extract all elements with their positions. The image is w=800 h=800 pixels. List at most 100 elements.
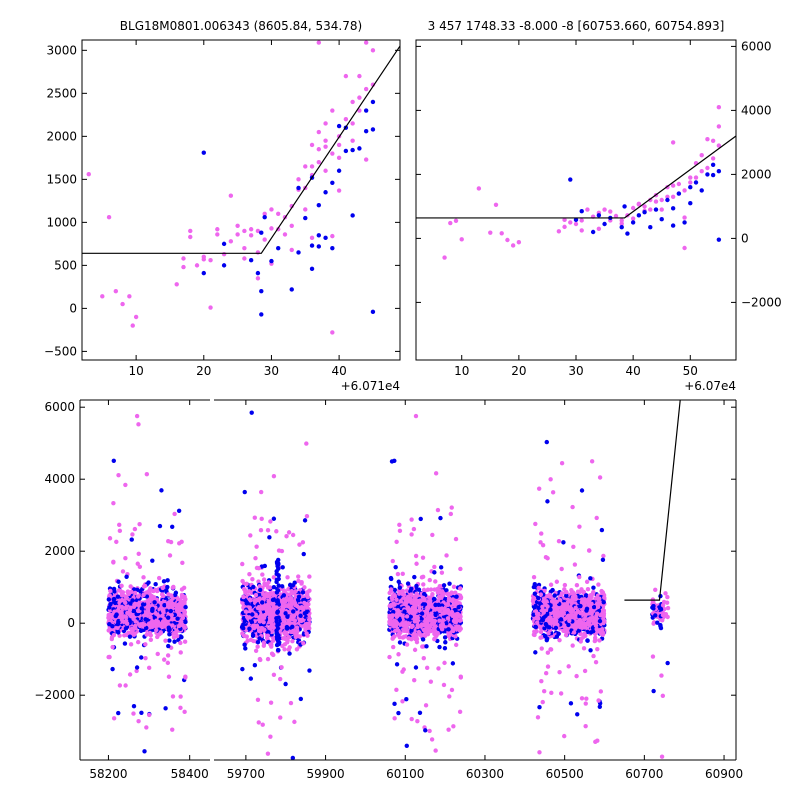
data-point	[260, 722, 265, 727]
data-point	[428, 598, 433, 603]
data-point	[150, 558, 155, 563]
data-point	[395, 571, 401, 577]
data-point	[162, 602, 167, 608]
data-point	[423, 728, 428, 733]
data-point	[174, 282, 179, 287]
data-point	[548, 477, 553, 482]
data-point	[642, 204, 647, 209]
data-point	[176, 623, 182, 629]
data-point	[307, 668, 312, 673]
data-point	[133, 314, 139, 320]
data-point	[290, 624, 295, 630]
data-point	[170, 694, 176, 699]
data-point	[261, 619, 266, 625]
data-point	[323, 121, 328, 126]
model-line	[82, 45, 401, 254]
data-point	[253, 592, 259, 598]
data-point	[240, 561, 245, 567]
data-point	[412, 574, 417, 580]
data-point	[110, 666, 115, 672]
data-point	[454, 594, 459, 599]
data-point	[559, 461, 565, 466]
data-point	[247, 605, 252, 610]
data-point	[636, 201, 642, 207]
data-point	[144, 625, 149, 631]
data-point	[116, 710, 121, 716]
data-point	[699, 188, 704, 193]
data-point	[111, 559, 116, 565]
data-point	[456, 613, 461, 618]
data-point	[446, 627, 451, 632]
data-point	[155, 634, 160, 640]
data-point	[301, 551, 306, 557]
data-point	[439, 595, 444, 600]
data-point	[281, 617, 286, 622]
data-point	[280, 643, 285, 649]
data-point	[117, 600, 122, 605]
data-point	[406, 608, 411, 613]
data-point	[123, 614, 129, 620]
data-point	[271, 652, 276, 658]
data-point	[410, 611, 415, 616]
data-point	[256, 628, 262, 634]
data-point	[182, 594, 187, 599]
data-point	[301, 605, 306, 610]
data-point	[451, 628, 456, 634]
data-point	[418, 516, 423, 522]
data-point	[262, 581, 267, 586]
data-point	[255, 697, 261, 702]
data-point	[370, 309, 376, 315]
data-point	[247, 615, 253, 620]
data-point	[570, 643, 575, 648]
data-point	[533, 650, 538, 655]
data-point	[268, 734, 273, 739]
data-point	[271, 575, 277, 580]
data-point	[453, 642, 459, 648]
data-point	[201, 257, 206, 262]
data-point	[127, 617, 133, 622]
data-point	[409, 517, 414, 522]
data-point	[370, 127, 376, 132]
data-point	[131, 632, 137, 637]
data-point	[585, 207, 590, 212]
data-point	[457, 618, 463, 623]
data-point	[370, 48, 376, 53]
data-point	[268, 519, 273, 524]
data-point	[544, 439, 549, 445]
data-point	[242, 489, 247, 495]
data-point	[670, 206, 676, 211]
data-point	[167, 627, 172, 632]
data-point	[579, 228, 584, 233]
data-point	[248, 227, 254, 232]
data-point	[428, 679, 434, 684]
data-point	[271, 473, 277, 479]
data-point	[281, 597, 287, 602]
data-point	[716, 124, 722, 129]
data-point	[143, 656, 148, 661]
data-point	[250, 633, 256, 638]
data-point	[304, 605, 310, 610]
data-point	[290, 629, 296, 635]
data-point	[242, 245, 247, 251]
y-tick-label: 1500	[46, 172, 77, 186]
data-point	[277, 676, 283, 682]
data-point	[716, 169, 722, 174]
data-point	[142, 622, 147, 627]
data-point	[670, 223, 676, 228]
data-point	[304, 609, 309, 615]
data-point	[150, 624, 155, 629]
data-point	[136, 551, 141, 556]
data-point	[266, 580, 271, 585]
data-point	[241, 622, 246, 627]
y-tick-label: −500	[44, 344, 77, 358]
data-point	[139, 655, 144, 660]
data-point	[693, 175, 699, 180]
data-point	[408, 592, 414, 597]
y-tick-label: 0	[741, 231, 749, 245]
data-point	[111, 500, 116, 506]
data-point	[258, 528, 264, 533]
data-point	[303, 215, 308, 221]
data-point	[123, 626, 129, 631]
data-point	[459, 237, 464, 242]
y-tick-label: −2000	[741, 295, 782, 309]
